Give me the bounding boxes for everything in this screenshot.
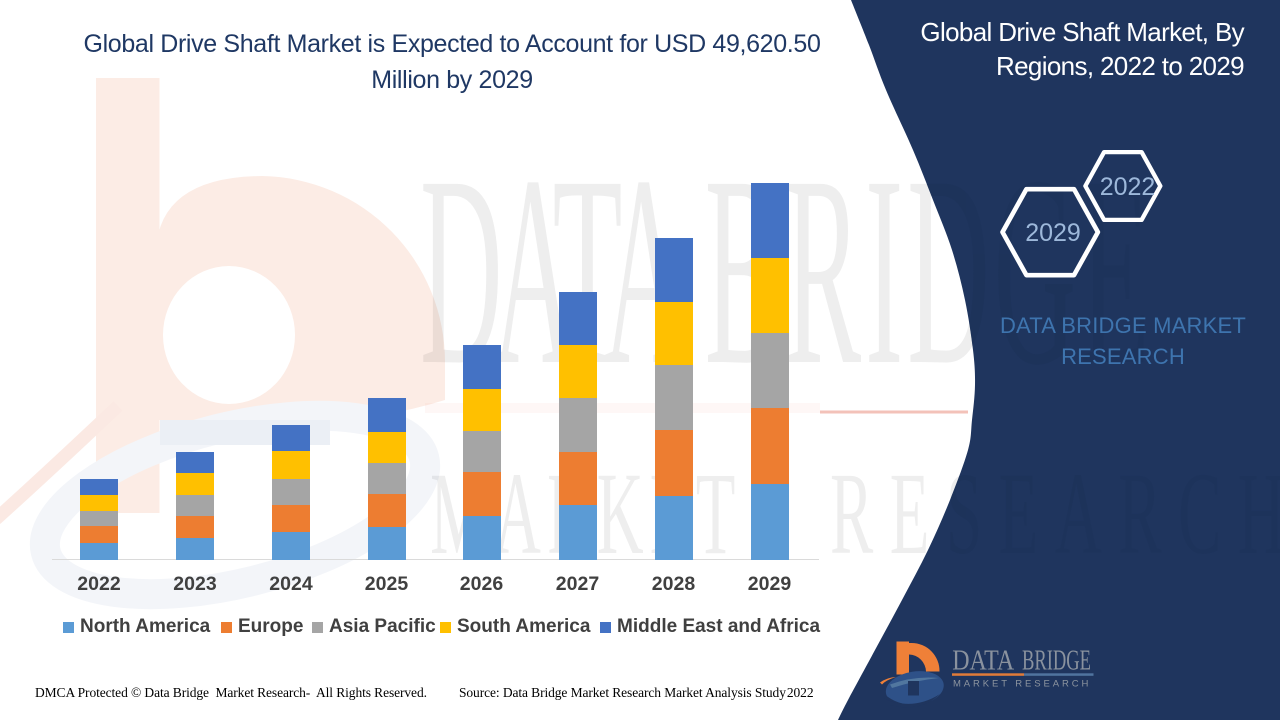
svg-text:BRIDGE: BRIDGE <box>1022 646 1091 677</box>
svg-text:MARKET RESEARCH: MARKET RESEARCH <box>953 679 1092 690</box>
svg-text:DATA: DATA <box>420 121 686 422</box>
svg-text:2029: 2029 <box>1025 219 1081 247</box>
svg-text:DATA: DATA <box>952 646 1014 677</box>
svg-text:2022: 2022 <box>1100 173 1156 201</box>
